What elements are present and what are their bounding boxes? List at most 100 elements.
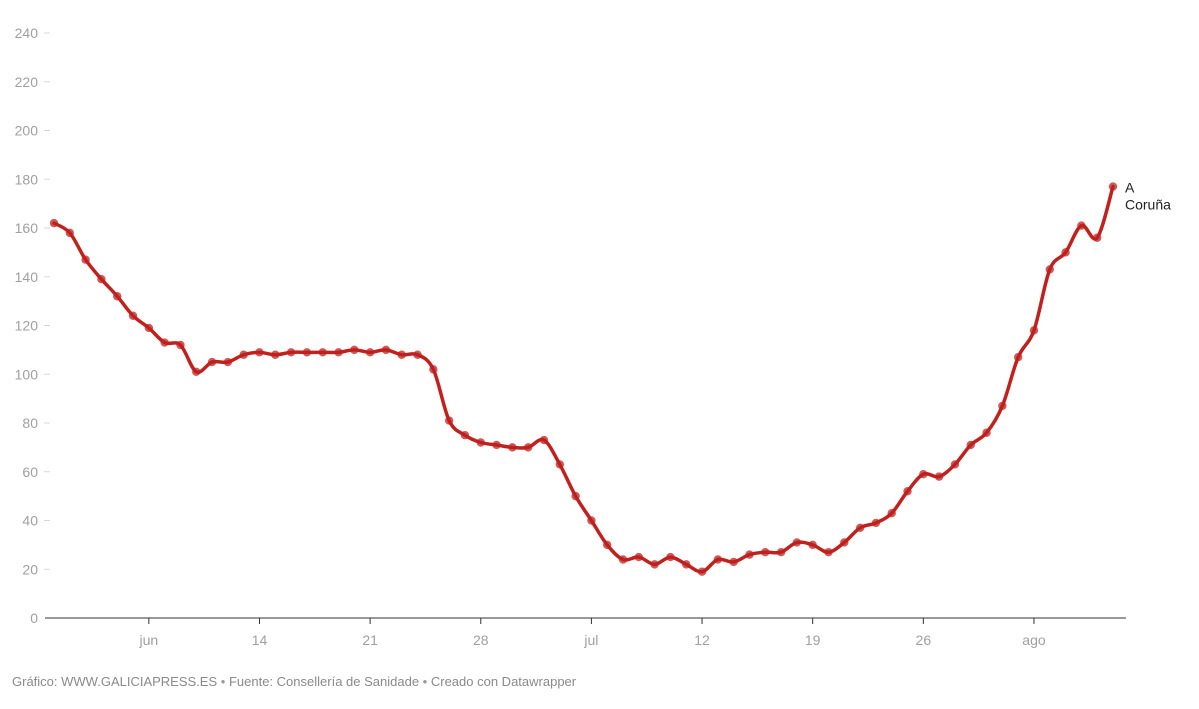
series-end-label: A Coruña — [1125, 180, 1171, 213]
data-point — [97, 274, 106, 284]
data-point — [318, 348, 327, 357]
data-point — [887, 508, 896, 518]
data-point — [523, 443, 533, 452]
data-point — [776, 547, 786, 557]
data-point — [697, 567, 707, 576]
chart-footer: Gráfico: WWW.GALICIAPRESS.ES • Fuente: C… — [12, 674, 576, 689]
data-point — [113, 292, 122, 301]
data-point — [1077, 221, 1086, 230]
data-point — [429, 365, 438, 374]
data-point — [855, 523, 865, 533]
x-tick-label: jun — [138, 632, 158, 648]
data-point — [492, 440, 501, 450]
data-point — [729, 557, 738, 567]
data-point — [903, 487, 912, 496]
y-tick-label: 20 — [22, 561, 38, 577]
data-point — [365, 348, 375, 357]
data-point — [302, 348, 312, 357]
data-point — [1092, 233, 1102, 242]
data-point — [334, 348, 343, 357]
data-point — [207, 357, 217, 367]
data-point — [476, 438, 485, 447]
y-gridlines — [44, 32, 50, 570]
data-point — [255, 348, 264, 357]
data-point — [998, 401, 1007, 411]
y-tick-label: 0 — [30, 610, 38, 626]
data-point — [444, 416, 454, 425]
data-point — [144, 323, 154, 333]
x-tick-label: 19 — [805, 632, 821, 648]
data-point — [792, 538, 802, 547]
footer-separator: • — [422, 674, 428, 689]
y-tick-label: 140 — [15, 269, 39, 285]
data-point — [192, 367, 201, 377]
data-point — [1045, 265, 1054, 274]
x-axis-ticks: jun 14 21 28 jul 12 19 26 ago — [138, 618, 1046, 648]
data-point — [587, 516, 596, 525]
data-point — [824, 547, 833, 557]
data-point — [81, 255, 90, 264]
data-point — [934, 472, 944, 481]
data-point — [1108, 182, 1118, 191]
data-point — [286, 348, 296, 357]
data-point — [1013, 352, 1023, 362]
y-tick-label: 100 — [15, 366, 39, 382]
y-tick-label: 60 — [22, 464, 38, 480]
data-point — [128, 311, 138, 320]
x-tick-label: 26 — [916, 632, 932, 648]
data-point — [413, 350, 422, 359]
footer-credit: Gráfico: WWW.GALICIAPRESS.ES — [12, 674, 218, 689]
x-tick-label: 12 — [694, 632, 710, 648]
data-point — [919, 469, 928, 479]
x-tick-label: 14 — [252, 632, 268, 648]
data-point — [223, 357, 233, 367]
series-line-a-coruna — [52, 184, 1115, 574]
data-point — [539, 435, 549, 445]
y-tick-label: 160 — [15, 220, 39, 236]
data-point — [1029, 326, 1039, 335]
data-point — [650, 560, 659, 569]
data-point — [950, 460, 960, 469]
data-point — [682, 560, 691, 569]
y-tick-label: 240 — [15, 25, 39, 41]
data-point — [397, 350, 406, 359]
data-point — [555, 460, 564, 469]
data-point — [381, 345, 391, 355]
data-point — [160, 338, 169, 347]
footer-tool: Creado con Datawrapper — [430, 674, 577, 689]
x-tick-label: 21 — [362, 632, 378, 648]
footer-separator: • — [220, 674, 226, 689]
data-point — [634, 552, 644, 562]
data-point — [65, 228, 75, 238]
data-point — [618, 555, 628, 564]
footer-source: Fuente: Consellería de Sanidade — [228, 674, 420, 689]
data-point — [666, 552, 675, 562]
line-chart: 0 20 40 60 80 100 120 140 160 180 200 220 240 jun 14 2… — [15, 25, 1171, 648]
data-point — [713, 555, 723, 564]
data-point — [745, 550, 754, 559]
data-point — [460, 430, 470, 440]
data-point — [271, 350, 280, 359]
y-tick-label: 120 — [15, 318, 39, 334]
data-point — [176, 340, 185, 350]
x-tick-label: 28 — [473, 632, 489, 648]
x-tick-label: jul — [583, 632, 598, 648]
y-tick-label: 220 — [15, 74, 39, 90]
data-point — [1061, 248, 1070, 257]
data-point — [982, 428, 991, 437]
data-point — [49, 218, 59, 228]
y-axis-tick-labels: 0 20 40 60 80 100 120 140 160 180 200 220 240 — [15, 25, 39, 626]
data-point — [508, 443, 517, 452]
data-point — [761, 547, 770, 557]
data-point — [603, 540, 612, 550]
data-point — [239, 350, 248, 359]
y-tick-label: 80 — [22, 415, 38, 431]
data-point — [840, 538, 849, 547]
y-tick-label: 180 — [15, 171, 39, 187]
data-point — [808, 540, 817, 550]
data-point — [871, 518, 881, 528]
data-point — [966, 440, 975, 450]
data-point — [571, 491, 580, 501]
x-tick-label: ago — [1022, 632, 1046, 648]
series-points — [49, 182, 1118, 576]
